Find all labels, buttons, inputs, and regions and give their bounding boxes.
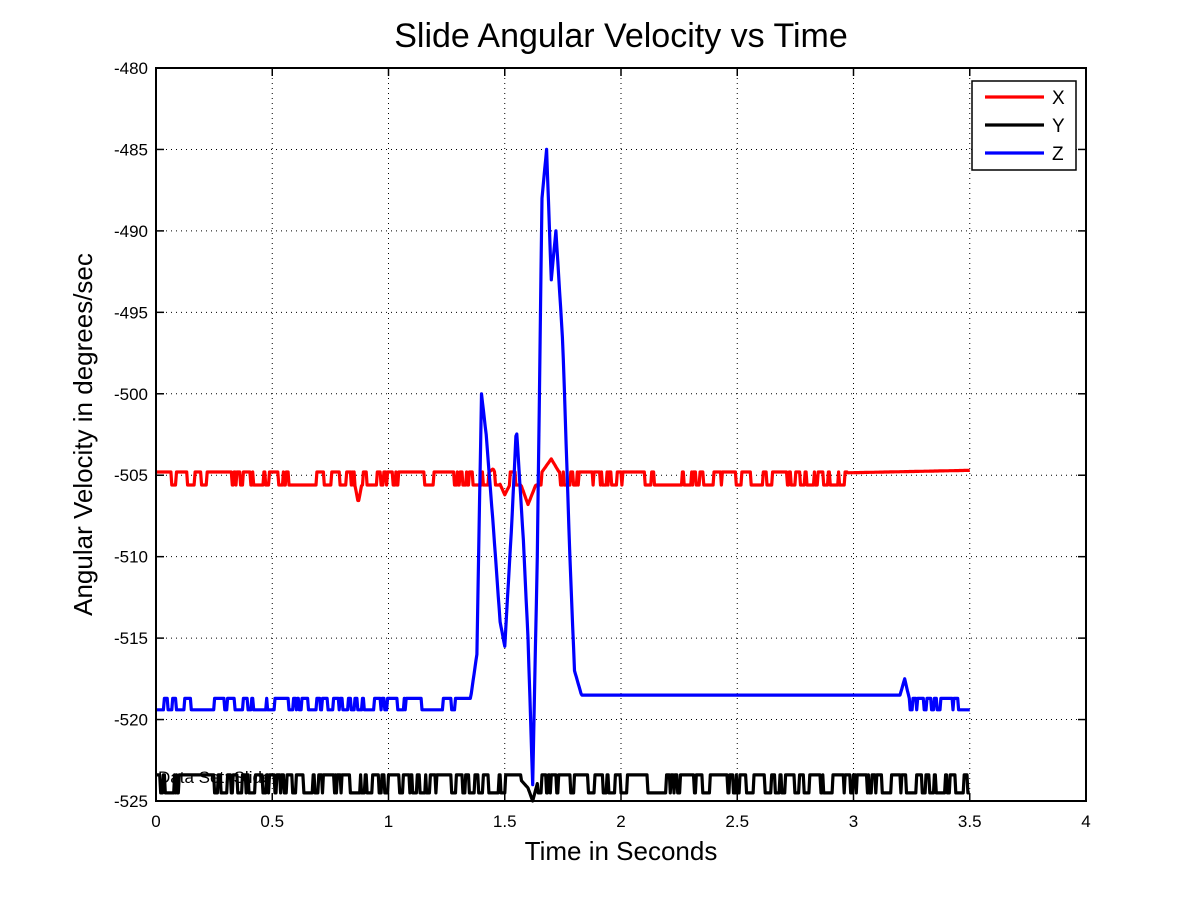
x-tick-label: 0 <box>151 812 160 831</box>
y-tick-label: -495 <box>114 303 148 322</box>
y-tick-label: -520 <box>114 711 148 730</box>
legend-label-z: Z <box>1052 144 1064 165</box>
legend-label-x: X <box>1052 88 1065 109</box>
y-tick-label: -515 <box>114 629 148 648</box>
x-tick-label: 2.5 <box>725 812 749 831</box>
y-tick-label: -505 <box>114 466 148 485</box>
x-tick-label: 2 <box>616 812 625 831</box>
series-line-y <box>155 773 971 803</box>
legend: XYZ <box>971 80 1077 171</box>
x-tick-label: 3.5 <box>958 812 982 831</box>
x-tick-label: 4 <box>1081 812 1090 831</box>
y-tick-label: -500 <box>114 385 148 404</box>
series-line-z <box>155 147 971 787</box>
y-tick-label: -490 <box>114 222 148 241</box>
y-axis-label: Angular Velocity in degrees/sec <box>68 253 98 616</box>
series-lines <box>155 147 971 803</box>
chart-title: Slide Angular Velocity vs Time <box>394 17 848 55</box>
y-tick-label: -485 <box>114 140 148 159</box>
data-set-annotation: Data Set: Slide <box>158 768 271 787</box>
grid-lines <box>156 68 1086 801</box>
axis-ticks: 0 0.5 1 1.5 2 2.5 3 3.5 4 -480 -485 -490 -495 -500 -50… <box>114 59 1091 831</box>
y-tick-label: -525 <box>114 792 148 811</box>
legend-label-y: Y <box>1052 116 1065 137</box>
plot-area <box>156 68 1086 801</box>
x-tick-label: 3 <box>849 812 858 831</box>
x-axis-label: Time in Seconds <box>525 836 718 866</box>
series-line-x <box>155 457 971 507</box>
x-tick-label: 1.5 <box>493 812 517 831</box>
y-tick-label: -480 <box>114 59 148 78</box>
y-tick-label: -510 <box>114 548 148 567</box>
x-tick-label: 0.5 <box>260 812 284 831</box>
x-tick-label: 1 <box>384 812 393 831</box>
